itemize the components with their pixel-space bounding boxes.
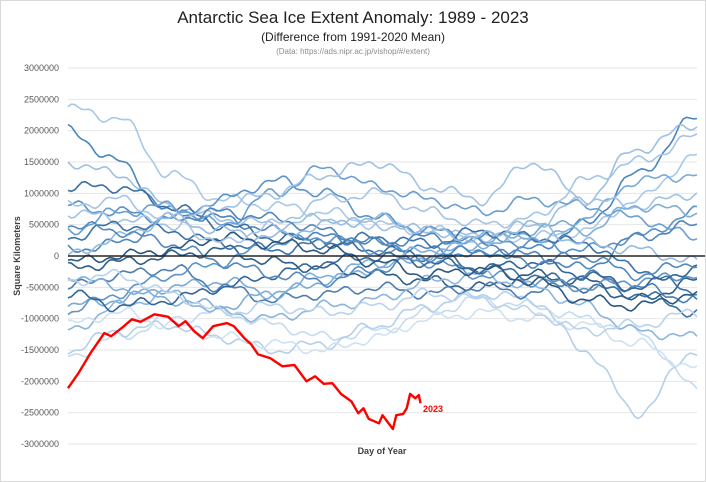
year-line: [67, 231, 698, 312]
y-axis-label: Square Kilometers: [12, 216, 22, 296]
y-tick-label: -2000000: [21, 376, 59, 386]
year-line: [67, 165, 698, 241]
gridlines: [68, 67, 697, 445]
y-tick-label: 2500000: [24, 94, 59, 104]
y-tick-label: 2000000: [24, 126, 59, 136]
y-tick-label: 3000000: [24, 63, 59, 73]
year-line: [67, 263, 698, 304]
year-line: [67, 234, 698, 316]
y-tick-label: 0: [54, 251, 59, 261]
y-tick-label: -3000000: [21, 439, 59, 449]
year-line: [67, 269, 698, 341]
y-tick-label: -1500000: [21, 345, 59, 355]
y-tick-label: -500000: [26, 282, 59, 292]
line-2023: [67, 313, 422, 431]
year-line: [67, 295, 698, 390]
year-line: [67, 251, 698, 313]
year-line: [67, 290, 698, 420]
y-tick-labels: 3000000 2500000 2000000 1500000 1000000 50000…: [21, 63, 59, 449]
highlight-2023-group: 2023: [67, 313, 443, 431]
year-line: [67, 180, 698, 318]
chart-source: (Data: https://ads.nipr.ac.jp/vishop/#/e…: [276, 47, 430, 56]
y-tick-label: 500000: [29, 220, 59, 230]
year-line: [67, 244, 698, 301]
year-line: [67, 268, 698, 338]
year-line: [67, 203, 698, 311]
year-line: [67, 220, 698, 289]
year-line: [67, 161, 698, 231]
label-2023: 2023: [423, 404, 443, 414]
y-tick-label: 1000000: [24, 188, 59, 198]
chart-title: Antarctic Sea Ice Extent Anomaly: 1989 -…: [177, 8, 529, 27]
year-line: [67, 133, 698, 244]
y-tick-label: 1500000: [24, 157, 59, 167]
x-axis-label: Day of Year: [358, 446, 407, 456]
other-years-lines: [67, 103, 698, 420]
year-line: [67, 220, 698, 300]
chart-subtitle: (Difference from 1991-2020 Mean): [261, 30, 445, 44]
year-line: [67, 175, 698, 254]
y-tick-label: -1000000: [21, 314, 59, 324]
y-tick-label: -2500000: [21, 408, 59, 418]
year-line: [67, 103, 698, 244]
